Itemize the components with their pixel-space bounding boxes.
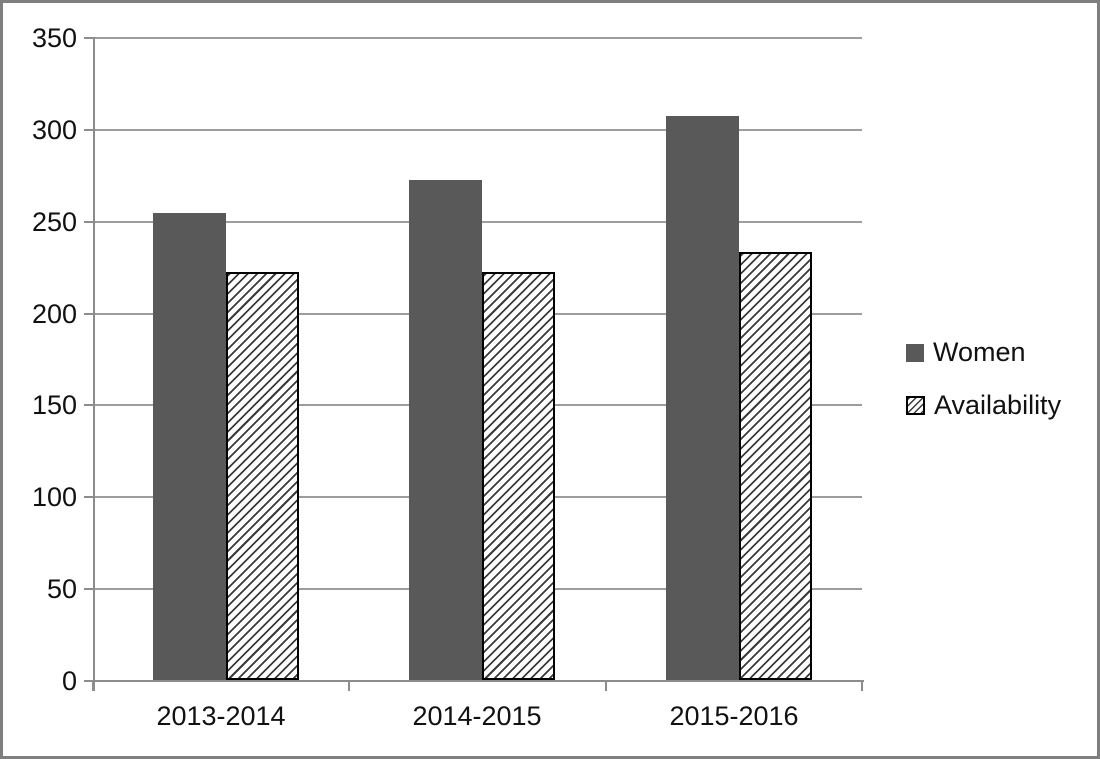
y-tick-250 [84,221,93,223]
x-tick-2 [605,680,607,691]
bar-availability-2015-2016 [739,252,812,680]
y-tick-0 [84,680,93,682]
gridline-350 [95,37,862,39]
legend: Women Availability [906,337,1061,421]
x-category-label-2014-2015: 2014-2015 [412,701,542,731]
y-tick-label-350: 350 [31,23,77,53]
x-tick-0 [92,680,94,691]
x-tick-3 [861,680,863,691]
y-tick-50 [84,588,93,590]
x-tick-1 [348,680,350,691]
bar-availability-2013-2014 [226,272,299,680]
gridline-300 [95,129,862,131]
y-tick-label-250: 250 [31,207,77,237]
y-tick-100 [84,496,93,498]
availability-legend-label: Availability [934,390,1062,420]
y-tick-label-50: 50 [46,574,77,604]
y-tick-label-300: 300 [31,115,77,145]
bar-women-2014-2015 [409,180,482,680]
bar-women-2013-2014 [153,213,226,680]
legend-item-availability: Availability [906,390,1061,421]
y-tick-label-0: 0 [61,666,77,696]
y-tick-label-150: 150 [31,390,77,420]
availability-series-swatch-icon [906,396,925,415]
bar-women-2015-2016 [666,116,739,680]
bar-availability-2014-2015 [482,272,555,680]
legend-item-women: Women [906,337,1061,368]
y-tick-150 [84,404,93,406]
women-series-swatch-icon [906,343,924,362]
y-tick-300 [84,129,93,131]
y-tick-label-100: 100 [31,482,77,512]
y-tick-350 [84,37,93,39]
women-legend-label: Women [933,337,1026,367]
y-axis-line [93,37,95,691]
y-tick-200 [84,313,93,315]
x-axis-line [91,680,864,682]
x-category-label-2015-2016: 2015-2016 [669,701,799,731]
x-category-label-2013-2014: 2013-2014 [156,701,286,731]
y-tick-label-200: 200 [31,299,77,329]
